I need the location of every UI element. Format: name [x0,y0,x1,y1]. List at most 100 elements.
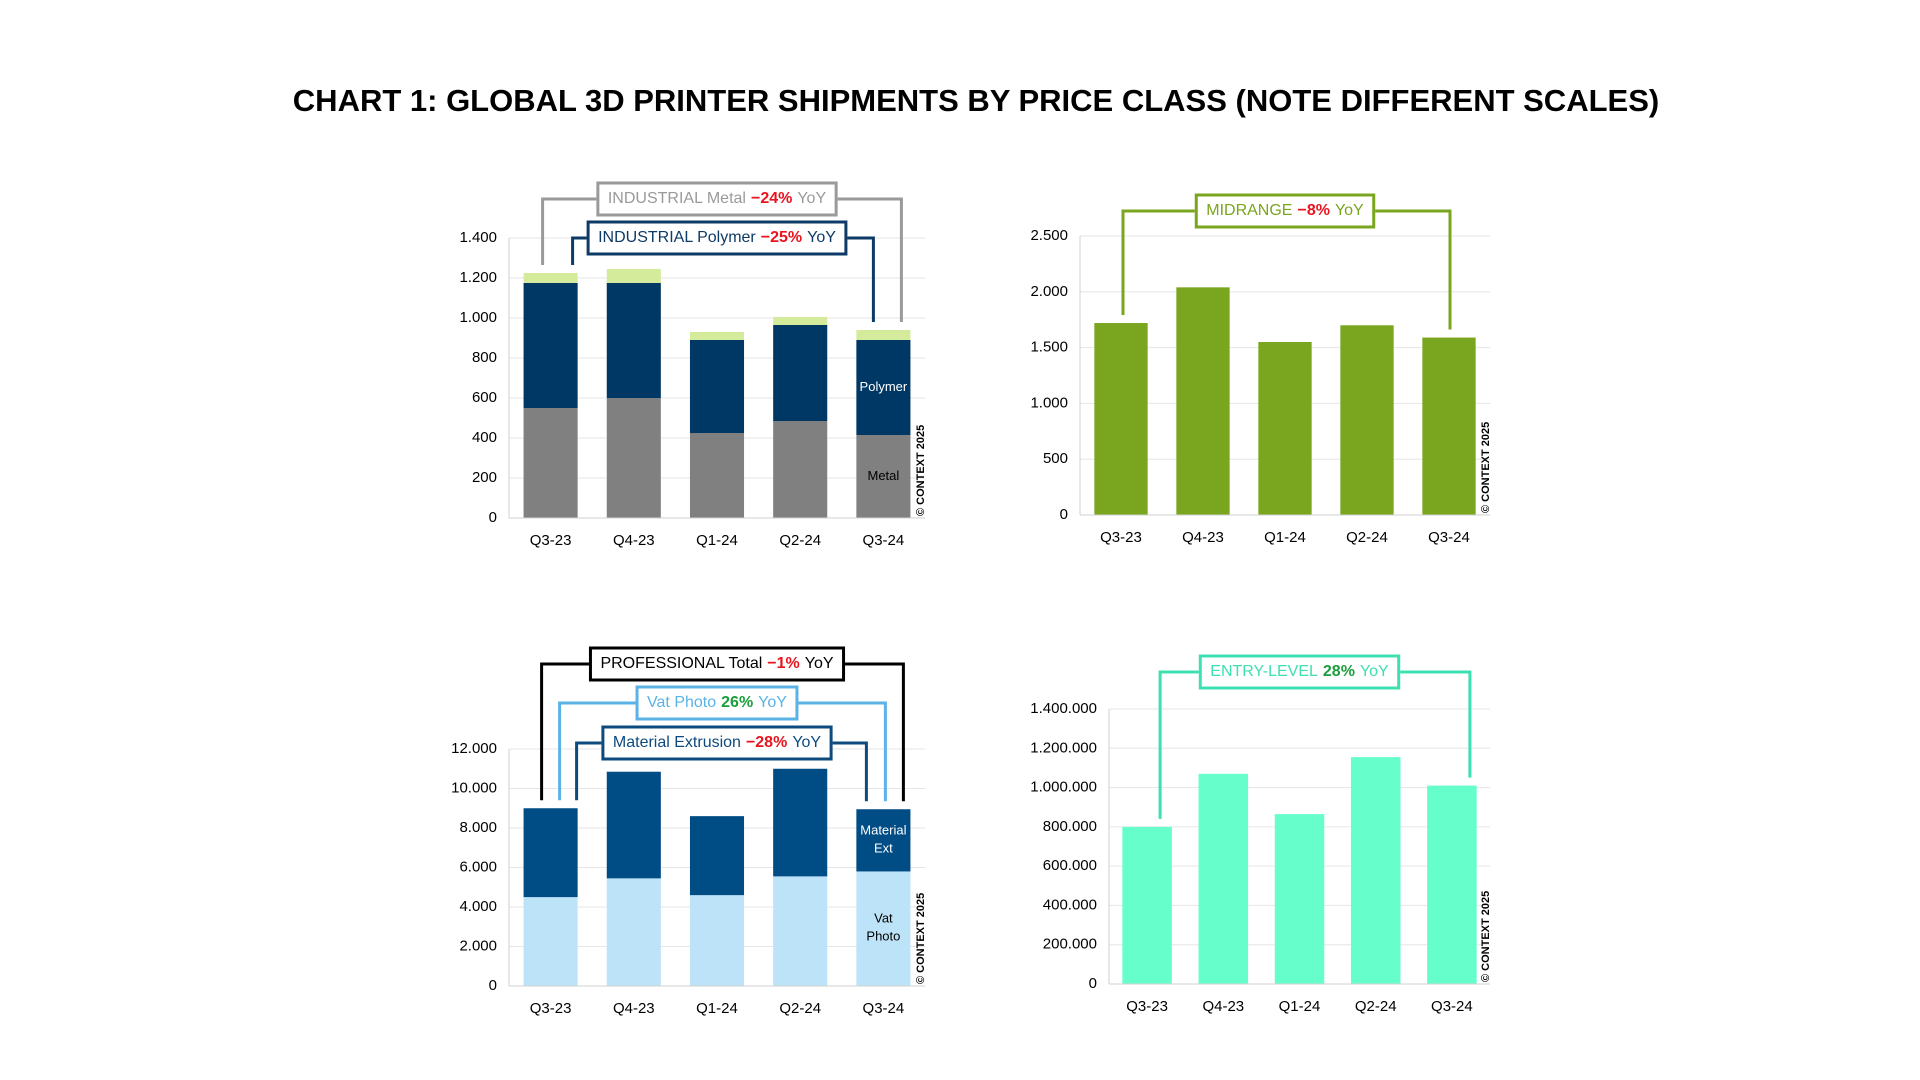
bar [1340,325,1394,515]
x-tick-label: Q3-24 [1431,998,1473,1015]
bar-segment [856,340,911,435]
annotation-suffix: YoY [792,734,821,751]
annotation-box [1194,193,1376,229]
x-tick-label: Q3-24 [863,1000,905,1017]
series-label-line: Material [860,823,906,838]
annotation-box [596,181,838,217]
bar-segment [606,269,661,283]
annotation-change: −24% [751,190,792,207]
x-tick-label: Q3-24 [1428,529,1470,546]
annotation-bracket [571,236,875,322]
annotation-bracket [575,741,868,802]
annotation-suffix: YoY [1335,202,1364,219]
y-tick-label: 1.000 [1030,394,1068,411]
x-tick-label: Q1-24 [696,532,738,549]
bar-segment [689,332,745,340]
x-tick-label: Q1-24 [1264,529,1306,546]
x-tick-label: Q3-23 [530,532,572,549]
y-tick-label: 400.000 [1043,896,1097,913]
y-tick-label: 0 [489,977,497,994]
annotation-bracket [558,701,887,802]
x-tick-label: Q4-23 [1202,998,1244,1015]
y-tick-label: 600 [472,389,497,406]
x-tick-label: Q1-24 [696,1000,738,1017]
x-tick-label: Q4-23 [1182,529,1224,546]
y-tick-label: 1.500 [1030,339,1068,356]
bar-segment [523,273,578,283]
bar-segment [689,433,745,518]
y-tick-label: 600.000 [1043,857,1097,874]
bar-segment [523,283,578,408]
bar [1122,826,1172,984]
annotation-bracket [1158,670,1472,819]
annotation-box [1198,654,1401,690]
credit: © CONTEXT 2025 [915,425,927,516]
annotation-prefix: Vat Photo [647,694,716,711]
bar-segment [689,816,745,896]
bar [1094,323,1148,515]
y-tick-label: 2.000 [459,937,497,954]
y-tick-label: 800.000 [1043,818,1097,835]
y-tick-label: 400 [472,429,497,446]
annotation-change: −28% [746,734,787,751]
annotation-prefix: ENTRY-LEVEL [1210,663,1318,680]
page-title: CHART 1: GLOBAL 3D PRINTER SHIPMENTS BY … [293,83,1659,118]
y-tick-label: 12.000 [451,740,497,757]
bar-segment [856,435,911,518]
annotation-prefix: Material Extrusion [613,734,741,751]
bar-segment [773,325,828,421]
y-tick-label: 0 [1089,975,1097,992]
bar [1258,342,1312,515]
x-tick-label: Q4-23 [613,532,655,549]
y-tick-label: 6.000 [459,858,497,875]
bar [1176,287,1230,515]
y-tick-label: 1.400 [459,229,497,246]
credit: © CONTEXT 2025 [1480,422,1492,513]
series-label-line: Photo [866,929,900,944]
annotation: INDUSTRIAL Polymer −25% YoY [598,229,836,246]
annotation-suffix: YoY [1360,663,1389,680]
annotation: PROFESSIONAL Total −1% YoY [600,655,833,672]
x-tick-label: Q4-23 [613,1000,655,1017]
bar-segment [606,283,661,398]
bar-segment [523,808,578,898]
bar-segment [523,408,578,518]
series-label-line: Ext [874,841,893,856]
y-tick-label: 1.000 [459,309,497,326]
bar-segment [773,768,828,877]
annotation-prefix: MIDRANGE [1206,202,1292,219]
bar-segment [856,330,911,340]
annotation: Vat Photo 26% YoY [647,694,787,711]
bar-segment [606,398,661,518]
y-tick-label: 1.200.000 [1030,739,1097,756]
x-tick-label: Q3-23 [530,1000,572,1017]
credit: © CONTEXT 2025 [1480,891,1492,982]
bar-segment [606,771,661,879]
annotation-change: −1% [767,655,799,672]
y-tick-label: 4.000 [459,898,497,915]
y-tick-label: 10.000 [451,779,497,796]
x-tick-label: Q2-24 [779,1000,821,1017]
y-tick-label: 800 [472,349,497,366]
annotation-suffix: YoY [807,229,836,246]
annotation-box [635,685,799,721]
x-tick-label: Q1-24 [1279,998,1321,1015]
bar-segment [689,340,745,433]
annotation-suffix: YoY [805,655,834,672]
series-label-line: Vat [874,911,893,926]
y-tick-label: 2.000 [1030,283,1068,300]
x-tick-label: Q2-24 [1346,529,1388,546]
y-tick-label: 0 [489,509,497,526]
y-tick-label: 2.500 [1030,227,1068,244]
bar-segment [606,878,661,986]
annotation-box [586,220,848,256]
bar-segment [856,871,911,986]
annotation-change: −25% [761,229,802,246]
annotation-change: 28% [1323,663,1355,680]
bar [1198,773,1249,984]
annotation: Material Extrusion −28% YoY [613,734,822,751]
annotation-prefix: PROFESSIONAL Total [600,655,762,672]
annotation-bracket [1121,209,1452,330]
bar-segment [523,897,578,986]
annotation-box [588,646,846,682]
